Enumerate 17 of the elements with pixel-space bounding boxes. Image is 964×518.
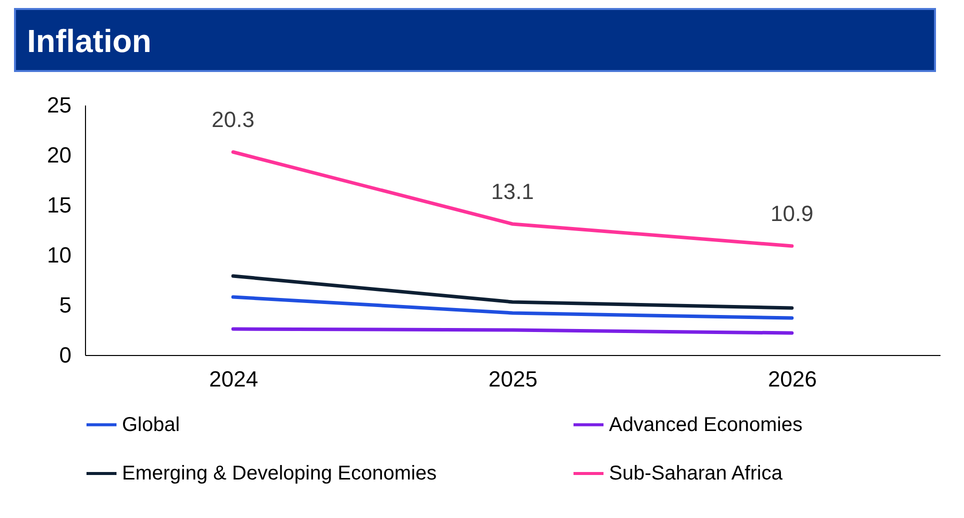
y-tick-label: 0 <box>59 342 72 368</box>
x-tick-label: 2026 <box>768 366 817 392</box>
legend-label: Advanced Economies <box>609 414 802 436</box>
y-tick-label: 20 <box>47 142 72 168</box>
y-tick-label: 10 <box>47 242 72 268</box>
data-label: 10.9 <box>770 201 814 226</box>
x-tick-label: 2024 <box>209 366 258 392</box>
y-tick-label: 5 <box>59 292 72 318</box>
y-tick-label: 15 <box>47 192 72 218</box>
y-tick-label: 25 <box>47 92 72 118</box>
legend-label: Emerging & Developing Economies <box>122 462 437 484</box>
x-tick-label: 2025 <box>488 366 538 392</box>
legend-label: Global <box>122 414 180 436</box>
data-label: 13.1 <box>491 179 534 204</box>
legend-label: Sub-Saharan Africa <box>609 462 784 484</box>
chart-title: Inflation <box>27 23 152 59</box>
data-label: 20.3 <box>212 107 254 132</box>
